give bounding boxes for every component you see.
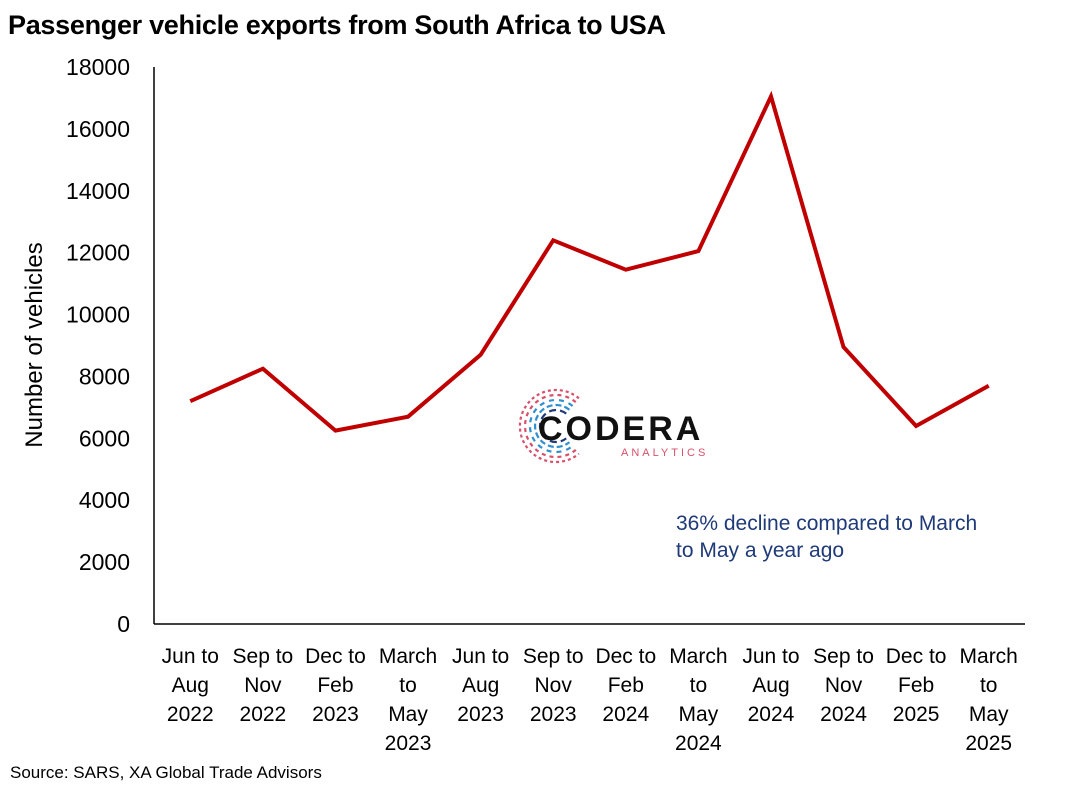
y-tick-label: 2000 bbox=[79, 549, 130, 575]
x-tick-label: March to May 2025 bbox=[960, 645, 1018, 755]
x-tick-label: March to May 2023 bbox=[379, 645, 437, 755]
y-axis-label: Number of vehicles bbox=[21, 242, 48, 447]
chart-title: Passenger vehicle exports from South Afr… bbox=[8, 10, 666, 40]
y-tick-label: 6000 bbox=[79, 425, 130, 451]
logo-arc bbox=[538, 408, 567, 444]
logo-name: CODERA bbox=[538, 410, 703, 448]
y-tick-label: 8000 bbox=[79, 363, 130, 389]
y-tick-label: 18000 bbox=[66, 54, 130, 80]
source-note: Source: SARS, XA Global Trade Advisors bbox=[10, 763, 322, 782]
x-tick-label: Dec to Feb 2023 bbox=[305, 645, 366, 726]
series-group bbox=[189, 90, 990, 433]
series-line bbox=[189, 90, 990, 433]
annotation-line-1: 36% decline compared to March bbox=[676, 512, 977, 535]
logo-tagline: ANALYTICS bbox=[621, 447, 708, 459]
logo-arc bbox=[518, 388, 580, 464]
x-tick-label: Sep to Nov 2022 bbox=[233, 645, 294, 726]
x-tick-label: Jun to Aug 2022 bbox=[162, 645, 219, 726]
y-tick-label: 0 bbox=[117, 611, 130, 637]
y-tick-label: 10000 bbox=[66, 302, 130, 328]
y-axis: 0 2000 4000 6000 8000 10000 12000 14000 16000 180… bbox=[66, 54, 155, 637]
x-tick-label: Sep to Nov 2024 bbox=[813, 645, 874, 726]
y-tick-label: 16000 bbox=[66, 116, 130, 142]
x-tick-label: March to May 2024 bbox=[669, 645, 727, 755]
annotation-line-2: to May a year ago bbox=[676, 539, 844, 562]
y-tick-label: 14000 bbox=[66, 178, 130, 204]
x-tick-label: Sep to Nov 2023 bbox=[523, 645, 584, 726]
x-tick-label: Dec to Feb 2025 bbox=[886, 645, 947, 726]
x-tick-label: Jun to Aug 2023 bbox=[452, 645, 509, 726]
logo-arc bbox=[528, 398, 574, 454]
y-tick-label: 4000 bbox=[79, 487, 130, 513]
codera-logo: CODERA ANALYTICS bbox=[518, 388, 708, 464]
y-tick-label: 12000 bbox=[66, 240, 130, 266]
x-tick-label: Jun to Aug 2024 bbox=[742, 645, 799, 726]
x-tick-label: Dec to Feb 2024 bbox=[595, 645, 656, 726]
logo-mark-icon bbox=[518, 388, 580, 464]
logo-arc bbox=[534, 403, 571, 449]
